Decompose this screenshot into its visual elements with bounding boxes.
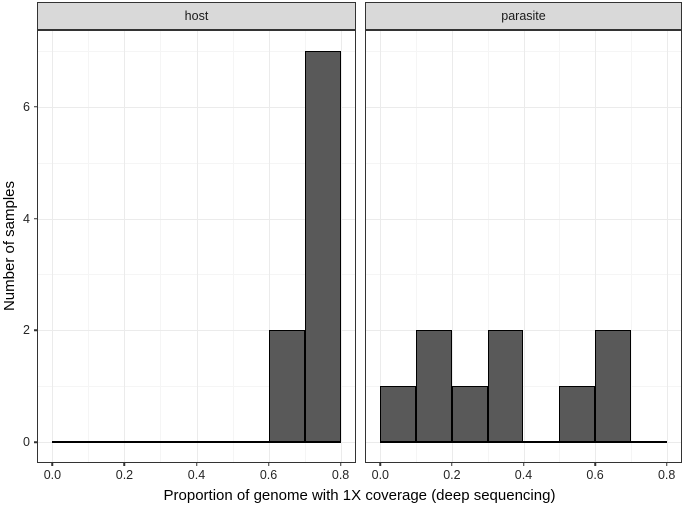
histogram-bar	[304, 50, 341, 443]
y-tick-label: 6	[23, 99, 30, 114]
x-tick-label: 0.4	[187, 468, 206, 482]
x-axis-title: Proportion of genome with 1X coverage (d…	[163, 487, 556, 504]
gridline-vertical-major	[196, 31, 198, 462]
histogram-bar	[487, 330, 524, 443]
histogram-baseline	[52, 441, 341, 444]
histogram-baseline	[380, 441, 667, 444]
gridline-horizontal-major	[38, 330, 355, 332]
gridline-vertical-minor	[487, 31, 489, 462]
gridline-vertical-major	[666, 31, 668, 462]
y-axis-title: Number of samples	[1, 180, 18, 312]
gridline-vertical-minor	[88, 31, 90, 462]
gridline-vertical-major	[595, 31, 597, 462]
x-tick-label: 0.0	[43, 468, 62, 482]
gridline-vertical-major	[124, 31, 126, 462]
gridline-vertical-major	[523, 31, 525, 462]
x-tick-mark	[123, 462, 126, 466]
x-tick-label: 0.6	[586, 468, 604, 482]
x-tick-label: 0.4	[514, 468, 533, 482]
x-tick-mark	[267, 462, 270, 466]
x-tick-label: 0.8	[331, 468, 350, 482]
y-tick-mark	[34, 329, 38, 332]
facet-strip-host-label: host	[184, 9, 209, 23]
gridline-horizontal-major	[366, 218, 681, 220]
gridline-horizontal-major	[366, 330, 681, 332]
gridline-vertical-minor	[559, 31, 561, 462]
gridline-vertical-minor	[416, 31, 418, 462]
x-tick-mark	[51, 462, 54, 466]
y-tick-mark	[34, 441, 38, 444]
x-tick-mark	[665, 462, 668, 466]
x-tick-mark	[379, 462, 382, 466]
plot-panel-parasite: 0.0 0.2 0.4 0.6 0.8	[365, 30, 682, 482]
y-tick-label: 0	[23, 435, 30, 450]
x-tick-label: 0.6	[259, 468, 278, 482]
gridline-vertical-major	[380, 31, 382, 462]
gridline-vertical-minor	[160, 31, 162, 462]
y-tick-mark	[34, 217, 38, 220]
histogram-bar	[380, 386, 417, 443]
x-tick-mark	[522, 462, 525, 466]
x-tick-label: 0.2	[115, 468, 134, 482]
facet-strip-parasite-label: parasite	[501, 9, 546, 23]
facet-strip-parasite: parasite	[365, 2, 682, 30]
histogram-bar	[416, 330, 452, 443]
histogram-bar	[451, 386, 488, 443]
histogram-bar	[559, 386, 596, 443]
gridline-vertical-major	[340, 31, 342, 462]
x-tick-mark	[451, 462, 453, 466]
gridline-horizontal-major	[366, 106, 681, 108]
y-tick-label: 2	[23, 323, 30, 338]
y-tick-mark	[34, 105, 38, 108]
x-tick-mark	[339, 462, 342, 466]
histogram-bar	[268, 330, 305, 443]
gridline-vertical-major	[52, 31, 54, 462]
x-tick-label: 0.2	[443, 468, 461, 482]
gridline-horizontal-major	[38, 218, 355, 220]
x-tick-label: 0.8	[657, 468, 676, 482]
gridline-vertical-major	[268, 31, 270, 462]
gridline-vertical-major	[451, 31, 453, 462]
facet-strip-host: host	[37, 2, 356, 30]
x-tick-mark	[594, 462, 596, 466]
x-tick-label: 0.0	[371, 468, 390, 482]
x-tick-mark	[195, 462, 198, 466]
gridline-vertical-minor	[630, 31, 632, 462]
gridline-horizontal-major	[38, 106, 355, 108]
y-tick-label: 4	[23, 211, 30, 226]
gridline-vertical-minor	[232, 31, 234, 462]
plot-panel-host: 0.0 0.2 0.4 0.6 0.8 0 2 4 6	[23, 30, 356, 482]
histogram-bar	[595, 330, 631, 443]
